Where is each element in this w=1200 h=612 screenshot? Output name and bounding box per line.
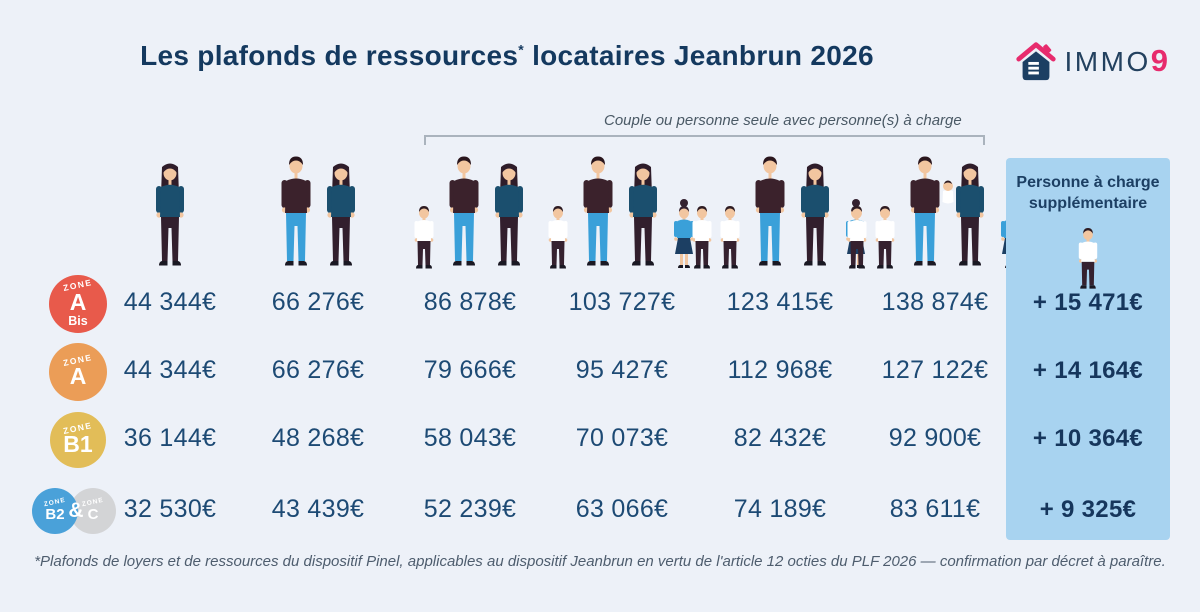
extra-value-cell: + 15 471€ — [1032, 289, 1144, 316]
logo-brand-accent: 9 — [1150, 43, 1168, 78]
page-title: Les plafonds de ressources* locataires J… — [47, 40, 967, 72]
value-cell: 48 268€ — [271, 424, 365, 452]
man-icon — [274, 154, 318, 272]
value-cell: 123 415€ — [726, 288, 834, 316]
group-header-label: Couple ou personne seule avec personne(s… — [604, 112, 962, 129]
extra-column-title: Personne à charge supplémentaire — [1016, 174, 1160, 212]
title-text: Les plafonds de ressources — [140, 40, 519, 71]
extra-value-cell: + 10 364€ — [1032, 425, 1144, 452]
zone-badge-a: ZONE A — [49, 343, 107, 401]
value-cell: 32 530€ — [123, 495, 217, 523]
value-cell: 79 666€ — [423, 356, 517, 384]
value-cell: 66 276€ — [271, 356, 365, 384]
value-cell: 82 432€ — [733, 424, 827, 452]
house-icon — [1015, 42, 1056, 81]
zone-label: B2 — [45, 505, 65, 523]
zone-badge-a-bis: ZONE A Bis — [49, 275, 107, 333]
boy-icon — [872, 204, 898, 272]
value-cell: 112 968€ — [727, 356, 833, 384]
boy-icon — [411, 204, 437, 272]
woman-with-baby — [949, 160, 991, 272]
value-cell: 127 122€ — [881, 356, 989, 384]
woman-icon — [320, 160, 362, 272]
zone-word: ZONE — [62, 351, 94, 368]
baby-icon — [938, 180, 958, 206]
logo-wordmark: IMMO9 — [1065, 43, 1168, 79]
value-cell: 44 344€ — [123, 356, 217, 384]
zone-badge-b2: ZONE B2 — [32, 488, 78, 534]
boy-icon — [844, 204, 870, 272]
extra-value-cell: + 14 164€ — [1032, 357, 1144, 384]
zone-badge-c: ZONE C — [70, 488, 116, 534]
boy-icon — [717, 204, 743, 272]
man-icon — [442, 154, 486, 272]
man-icon — [748, 154, 792, 272]
zone-label: A — [69, 363, 87, 390]
value-cell: 52 239€ — [423, 495, 517, 523]
man-icon — [576, 154, 620, 272]
woman-icon — [149, 160, 191, 272]
value-cell: 63 066€ — [575, 495, 669, 523]
value-cell: 43 439€ — [271, 495, 365, 523]
boy-icon — [689, 204, 715, 272]
value-cell: 58 043€ — [423, 424, 517, 452]
woman-icon — [794, 160, 836, 272]
column-icon-couple-4-children — [835, 150, 1035, 272]
value-cell: 44 344€ — [123, 288, 217, 316]
immo9-logo: IMMO9 — [1013, 38, 1168, 84]
boy-icon — [545, 204, 571, 272]
extra-value-cell: + 9 325€ — [1039, 496, 1137, 523]
value-cell: 138 874€ — [881, 288, 989, 316]
value-cell: 74 189€ — [733, 495, 827, 523]
footnote: *Plafonds de loyers et de ressources du … — [34, 553, 1166, 570]
zone-label: A — [69, 288, 87, 315]
extra-column-panel: Personne à charge supplémentaire — [1006, 158, 1170, 540]
logo-brand: IMMO — [1064, 46, 1151, 77]
value-cell: 66 276€ — [271, 288, 365, 316]
title-asterisk: * — [518, 41, 524, 58]
woman-icon — [622, 160, 664, 272]
zone-label: B1 — [63, 431, 93, 458]
value-cell: 86 878€ — [423, 288, 517, 316]
value-cell: 92 900€ — [888, 424, 982, 452]
value-cell: 36 144€ — [123, 424, 217, 452]
value-cell: 70 073€ — [575, 424, 669, 452]
value-cell: 83 611€ — [889, 495, 981, 523]
zone-sublabel: Bis — [68, 313, 88, 328]
value-cell: 103 727€ — [568, 288, 676, 316]
value-cell: 95 427€ — [575, 356, 669, 384]
title-suffix: locataires Jeanbrun 2026 — [524, 40, 874, 71]
zone-ampersand: & — [68, 499, 84, 522]
group-bracket — [424, 135, 985, 145]
man-icon — [903, 154, 947, 272]
zone-label: C — [87, 505, 99, 523]
child-icon — [1075, 226, 1101, 292]
woman-icon — [949, 160, 991, 272]
zone-badge-b1: ZONE B1 — [50, 412, 106, 468]
